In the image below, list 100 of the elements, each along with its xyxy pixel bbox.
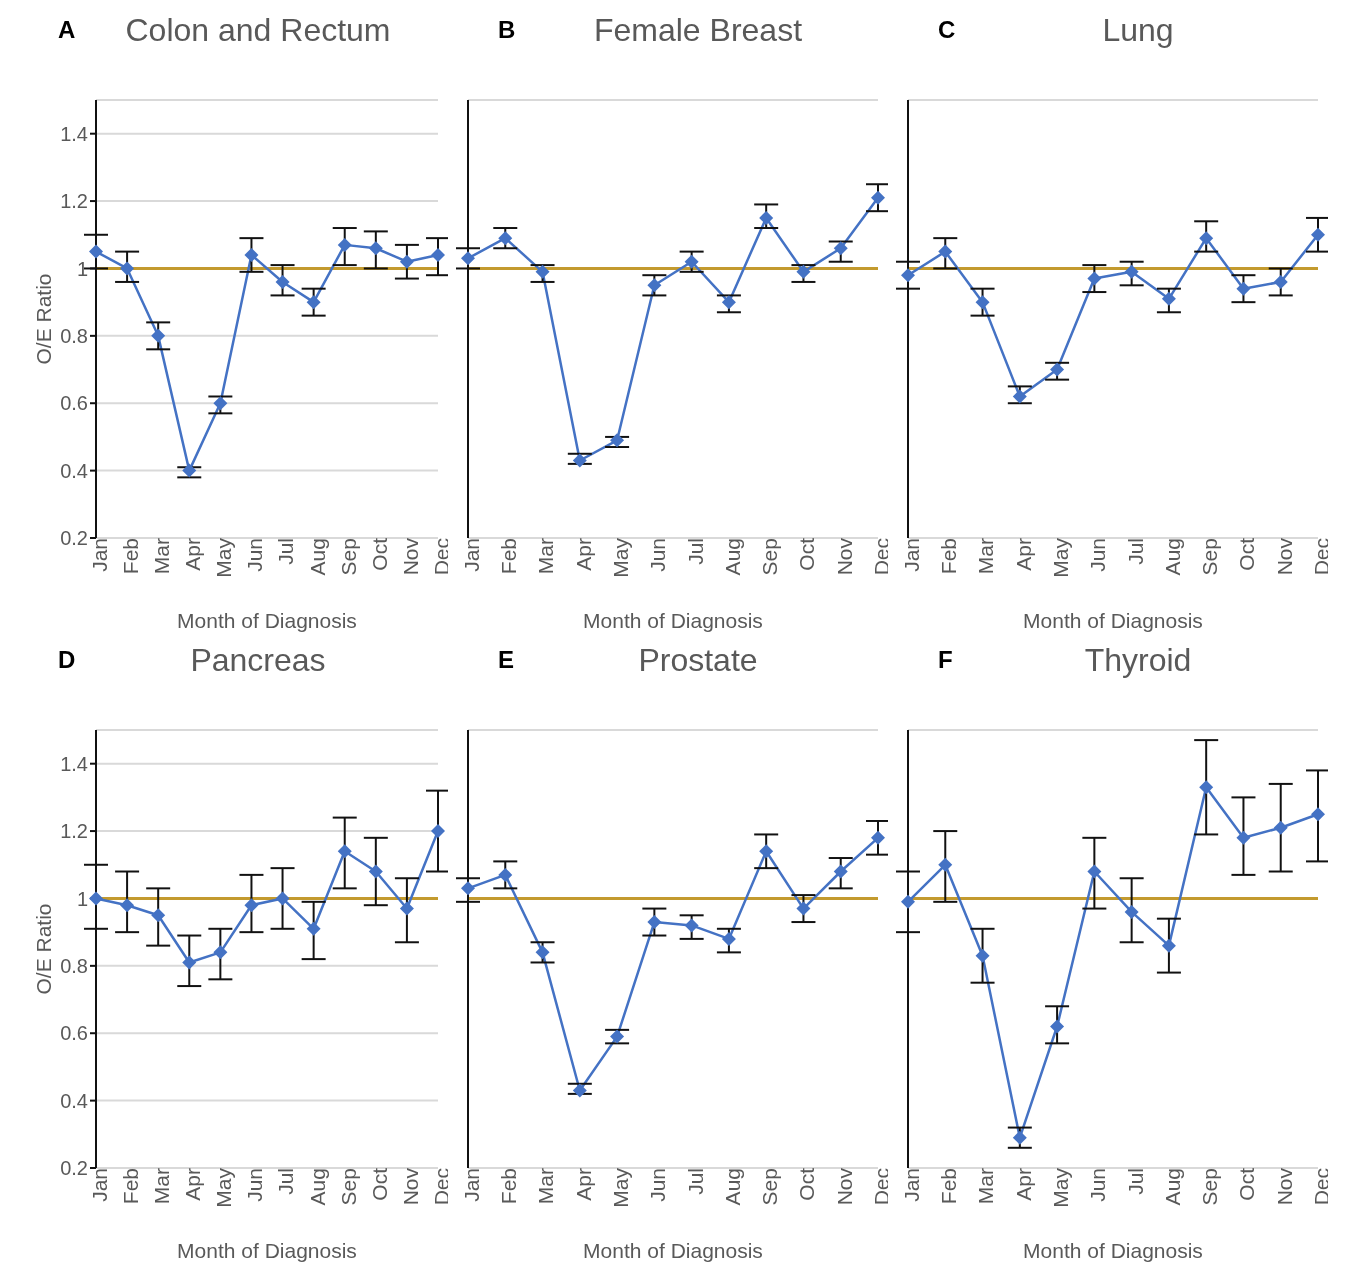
x-tick-label: Mar xyxy=(534,1168,558,1205)
x-tick-label: Jul xyxy=(1123,1168,1147,1195)
x-tick-label: Sep xyxy=(1198,1168,1222,1206)
x-tick-label: Jan xyxy=(459,1168,483,1202)
x-tick-label: Nov xyxy=(398,537,422,576)
x-axis-title: Month of Diagnosis xyxy=(177,609,357,632)
x-tick-label: Oct xyxy=(795,537,819,571)
x-tick-label: Mar xyxy=(974,538,998,575)
x-tick-label: Nov xyxy=(398,1167,422,1206)
x-tick-label: Sep xyxy=(336,1168,360,1206)
x-tick-label: Sep xyxy=(758,538,782,576)
x-tick-label: Apr xyxy=(181,538,205,571)
x-tick-label: Feb xyxy=(937,1168,961,1205)
x-tick-label: Feb xyxy=(937,538,961,575)
y-tick-label: 1 xyxy=(76,887,88,910)
x-tick-label: May xyxy=(1049,537,1072,578)
y-tick-label: 0.6 xyxy=(60,1022,88,1045)
x-tick-label: Aug xyxy=(305,1168,329,1206)
x-tick-label: Apr xyxy=(181,1168,205,1201)
x-axis-title: Month of Diagnosis xyxy=(583,1239,763,1262)
x-tick-label: Mar xyxy=(150,1168,174,1205)
y-tick-label: 1.2 xyxy=(60,190,88,213)
x-tick-label: Jun xyxy=(1086,538,1110,572)
x-tick-label: Jun xyxy=(1086,1168,1110,1202)
x-axis-title: Month of Diagnosis xyxy=(177,1239,357,1262)
x-tick-label: Aug xyxy=(305,538,329,576)
y-tick-label: 0.8 xyxy=(60,324,88,347)
x-tick-label: Sep xyxy=(336,538,360,576)
x-tick-label: Oct xyxy=(795,1167,819,1201)
x-axis-title: Month of Diagnosis xyxy=(1023,1239,1203,1262)
x-tick-label: Apr xyxy=(1011,538,1035,571)
x-tick-label: Jun xyxy=(243,1168,267,1202)
x-tick-label: Oct xyxy=(367,1167,391,1201)
x-tick-label: Mar xyxy=(974,1168,998,1205)
x-tick-label: Jan xyxy=(87,1168,111,1202)
x-tick-label: Nov xyxy=(832,537,856,576)
x-tick-label: Nov xyxy=(1272,537,1296,576)
x-tick-label: Oct xyxy=(1235,537,1259,571)
y-tick-label: 1.4 xyxy=(60,752,88,775)
x-tick-label: May xyxy=(212,1167,236,1208)
x-tick-label: Jun xyxy=(243,538,267,572)
chart-title: Pancreas xyxy=(190,642,326,678)
y-tick-label: 0.8 xyxy=(60,954,88,977)
x-tick-label: Oct xyxy=(1235,1167,1259,1201)
x-tick-label: Aug xyxy=(1160,538,1184,576)
y-tick-label: 0.6 xyxy=(60,392,88,415)
x-tick-label: Nov xyxy=(1272,1167,1296,1206)
text: E xyxy=(498,646,515,674)
x-tick-label: Nov xyxy=(832,1167,856,1206)
y-tick-label: 1.2 xyxy=(60,820,88,843)
x-tick-label: Feb xyxy=(119,1168,142,1205)
x-tick-label: Aug xyxy=(1160,1168,1184,1206)
x-tick-label: Mar xyxy=(534,538,558,575)
x-tick-label: Jan xyxy=(87,538,111,572)
x-tick-label: Sep xyxy=(758,1168,782,1206)
chart-title: Lung xyxy=(1102,12,1174,48)
x-axis-title: Month of Diagnosis xyxy=(583,609,763,632)
chart-title: Thyroid xyxy=(1084,642,1192,678)
x-tick-label: Oct xyxy=(367,537,391,571)
y-tick-label: 0.2 xyxy=(60,527,88,550)
x-tick-label: Jul xyxy=(683,538,707,565)
x-tick-label: Aug xyxy=(720,538,744,576)
x-tick-label: May xyxy=(212,537,236,578)
y-tick-label: 1 xyxy=(76,257,88,280)
x-tick-label: Jul xyxy=(274,1168,298,1195)
x-tick-label: Feb xyxy=(497,1168,521,1205)
x-tick-label: Mar xyxy=(150,538,174,575)
text: A xyxy=(58,16,76,44)
chart-title: Female Breast xyxy=(593,12,803,48)
x-tick-label: Jan xyxy=(899,538,923,572)
x-tick-label: Jun xyxy=(646,538,670,572)
chart-title: Prostate xyxy=(638,642,758,678)
chart-title: Colon and Rectum xyxy=(125,12,391,48)
x-tick-label: Feb xyxy=(497,538,521,575)
x-tick-label: May xyxy=(1049,1167,1072,1208)
x-tick-label: Aug xyxy=(720,1168,744,1206)
y-axis-title: O/E Ratio xyxy=(32,903,56,995)
x-tick-label: Sep xyxy=(1198,538,1222,576)
x-tick-label: Jul xyxy=(1123,538,1147,565)
x-tick-label: Feb xyxy=(119,538,142,575)
x-tick-label: Apr xyxy=(571,538,595,571)
x-tick-label: May xyxy=(609,1167,632,1208)
x-tick-label: Apr xyxy=(571,1168,595,1201)
x-axis-title: Month of Diagnosis xyxy=(1023,609,1203,632)
text: C xyxy=(938,16,956,44)
x-tick-label: Jan xyxy=(459,538,483,572)
x-tick-label: Jul xyxy=(274,538,298,565)
text: B xyxy=(498,16,516,44)
y-tick-label: 0.4 xyxy=(60,1089,88,1112)
x-tick-label: Jan xyxy=(899,1168,923,1202)
x-tick-label: Jul xyxy=(683,1168,707,1195)
y-tick-label: 1.4 xyxy=(60,122,88,145)
text: F xyxy=(938,646,953,674)
y-axis-title: O/E Ratio xyxy=(32,273,56,365)
x-tick-label: May xyxy=(609,537,632,578)
x-tick-label: Apr xyxy=(1011,1168,1035,1201)
y-tick-label: 0.2 xyxy=(60,1157,88,1180)
x-tick-label: Jun xyxy=(646,1168,670,1202)
y-tick-label: 0.4 xyxy=(60,459,88,482)
text: D xyxy=(58,646,76,674)
